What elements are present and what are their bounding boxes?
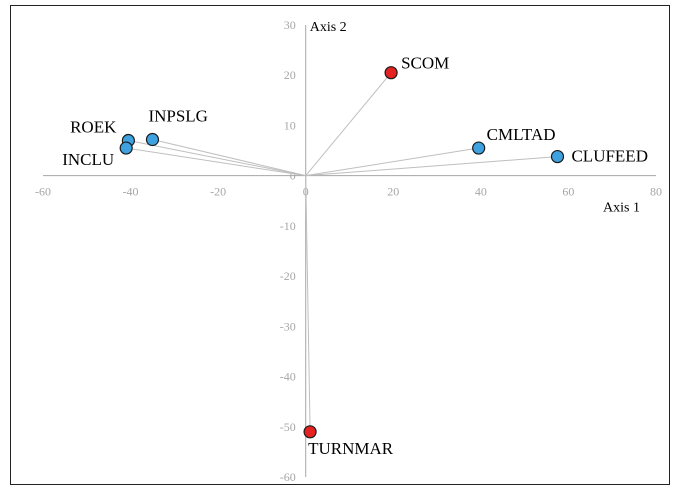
y-tick-label: -30 bbox=[280, 319, 296, 333]
vector-line bbox=[305, 72, 392, 176]
x-axis-title: Axis 1 bbox=[603, 201, 640, 216]
x-tick-label: 40 bbox=[475, 185, 487, 199]
y-tick-label: -60 bbox=[280, 470, 296, 484]
data-point bbox=[303, 425, 317, 439]
x-tick-label: 60 bbox=[562, 185, 574, 199]
y-tick-label: -20 bbox=[280, 269, 296, 283]
y-tick-label: 10 bbox=[284, 118, 296, 132]
vector-line bbox=[128, 140, 306, 177]
vector-line bbox=[152, 139, 306, 177]
y-tick-label: -40 bbox=[280, 370, 296, 384]
data-point bbox=[145, 132, 160, 147]
x-tick-label: -40 bbox=[123, 185, 139, 199]
data-point bbox=[384, 66, 398, 80]
chart-frame bbox=[10, 5, 670, 485]
y-tick-label: -10 bbox=[280, 219, 296, 233]
y-axis-title: Axis 2 bbox=[310, 20, 347, 35]
x-tick-label: 20 bbox=[387, 185, 399, 199]
point-label: CMLTAD bbox=[487, 125, 556, 144]
vector-line bbox=[305, 147, 479, 177]
point-label: ROEK bbox=[70, 118, 117, 137]
vector-line bbox=[305, 156, 558, 177]
vector-line bbox=[305, 175, 311, 432]
data-point bbox=[550, 149, 565, 164]
data-point bbox=[119, 141, 133, 155]
y-tick-label: 20 bbox=[284, 68, 296, 82]
x-tick-label: -60 bbox=[35, 185, 51, 199]
vector-line bbox=[126, 147, 306, 177]
point-label: INPSLG bbox=[148, 107, 208, 126]
point-label: TURNMAR bbox=[308, 439, 394, 458]
point-label: CLUFEED bbox=[571, 147, 648, 166]
y-tick-label: 30 bbox=[284, 18, 296, 32]
point-label: INCLU bbox=[62, 150, 114, 169]
x-tick-label: -20 bbox=[210, 185, 226, 199]
point-label: SCOM bbox=[401, 54, 449, 73]
x-tick-label: 80 bbox=[650, 185, 662, 199]
y-tick-label: -50 bbox=[280, 420, 296, 434]
y-tick-label: 0 bbox=[290, 169, 296, 183]
data-point bbox=[472, 141, 486, 155]
